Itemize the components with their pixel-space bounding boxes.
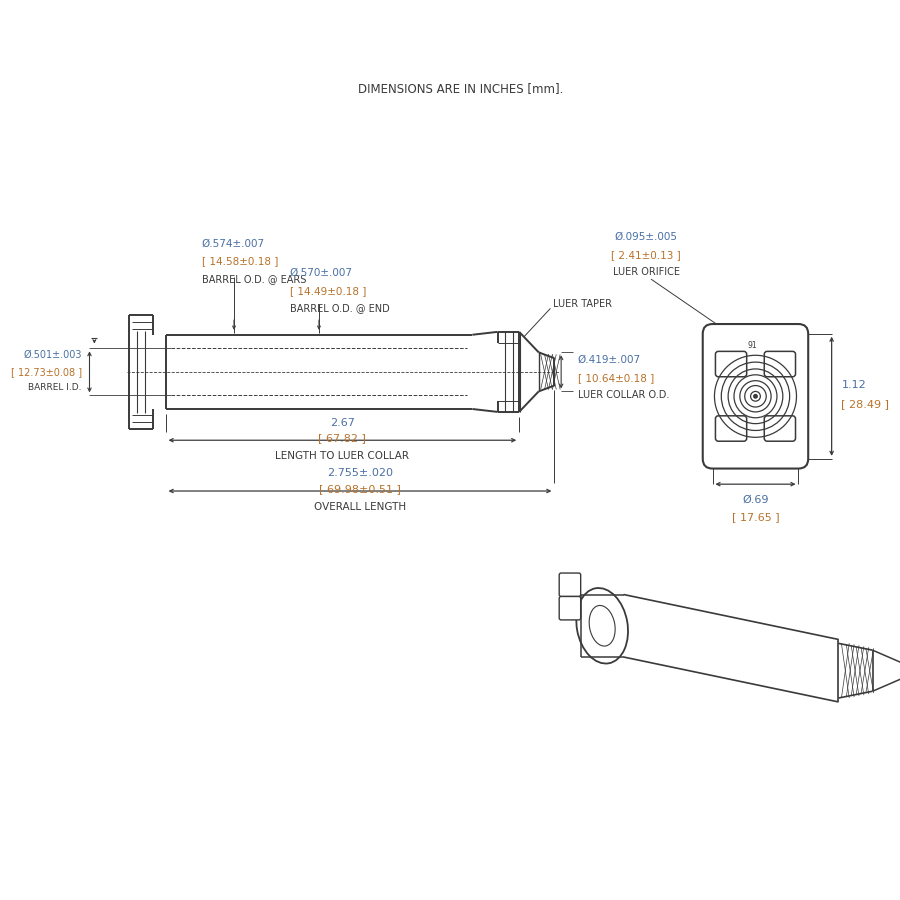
Text: [ 14.58±0.18 ]: [ 14.58±0.18 ] xyxy=(202,256,278,266)
Text: [ 10.64±0.18 ]: [ 10.64±0.18 ] xyxy=(578,373,654,382)
FancyBboxPatch shape xyxy=(559,573,580,597)
Text: [ 69.98±0.51 ]: [ 69.98±0.51 ] xyxy=(319,484,400,494)
Text: 91: 91 xyxy=(748,341,758,350)
Circle shape xyxy=(753,394,758,399)
FancyBboxPatch shape xyxy=(716,351,747,377)
FancyBboxPatch shape xyxy=(559,597,580,620)
Text: [ 12.73±0.08 ]: [ 12.73±0.08 ] xyxy=(11,367,82,377)
Text: [ 28.49 ]: [ 28.49 ] xyxy=(842,399,889,410)
Text: [ 67.82 ]: [ 67.82 ] xyxy=(319,433,366,444)
Text: Ø.574±.007: Ø.574±.007 xyxy=(202,239,265,249)
Text: 2.755±.020: 2.755±.020 xyxy=(327,468,393,479)
Text: LUER COLLAR O.D.: LUER COLLAR O.D. xyxy=(578,391,669,401)
Text: Ø.69: Ø.69 xyxy=(742,495,769,505)
FancyBboxPatch shape xyxy=(716,416,747,441)
FancyBboxPatch shape xyxy=(703,324,808,469)
Text: LENGTH TO LUER COLLAR: LENGTH TO LUER COLLAR xyxy=(275,451,410,461)
Text: BARREL I.D.: BARREL I.D. xyxy=(28,383,82,392)
FancyBboxPatch shape xyxy=(764,351,796,377)
Text: BARREL O.D. @ EARS: BARREL O.D. @ EARS xyxy=(202,274,306,284)
Text: Ø.501±.003: Ø.501±.003 xyxy=(23,350,82,360)
Text: 2.67: 2.67 xyxy=(330,418,355,428)
FancyBboxPatch shape xyxy=(764,416,796,441)
Text: BARREL O.D. @ END: BARREL O.D. @ END xyxy=(290,303,390,313)
Text: Ø.095±.005: Ø.095±.005 xyxy=(615,232,678,242)
Text: [ 14.49±0.18 ]: [ 14.49±0.18 ] xyxy=(290,286,366,296)
Text: Ø.570±.007: Ø.570±.007 xyxy=(290,268,353,278)
Text: [ 17.65 ]: [ 17.65 ] xyxy=(732,512,779,522)
Text: DIMENSIONS ARE IN INCHES [mm].: DIMENSIONS ARE IN INCHES [mm]. xyxy=(358,82,563,95)
Text: LUER TAPER: LUER TAPER xyxy=(554,299,612,309)
Text: Ø.419±.007: Ø.419±.007 xyxy=(578,356,641,365)
Text: OVERALL LENGTH: OVERALL LENGTH xyxy=(314,501,406,511)
Text: LUER ORIFICE: LUER ORIFICE xyxy=(613,267,680,277)
Text: 1.12: 1.12 xyxy=(842,380,866,390)
Text: [ 2.41±0.13 ]: [ 2.41±0.13 ] xyxy=(611,249,681,260)
